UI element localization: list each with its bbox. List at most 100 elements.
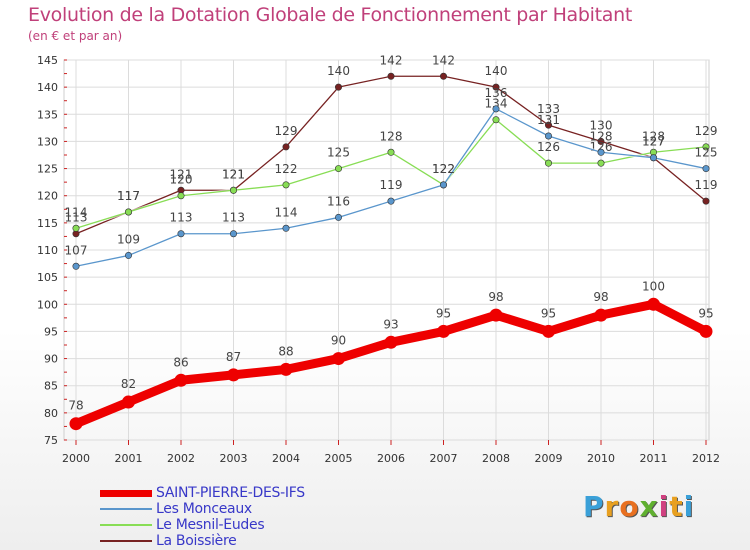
x-tick-label: 2009 [535,452,563,465]
data-point [492,105,500,113]
data-point [334,165,342,173]
y-tick-label: 120 [37,190,58,203]
data-label: 126 [537,140,560,154]
data-point [597,159,605,167]
y-tick-label: 115 [37,217,58,230]
data-point [702,197,710,205]
legend-label: SAINT-PIERRE-DES-IFS [156,485,305,501]
data-label: 125 [695,146,718,160]
data-label: 121 [222,167,245,181]
data-label: 107 [65,243,88,257]
y-tick-label: 105 [37,271,58,284]
legend-swatch [100,508,152,510]
data-label: 78 [68,399,83,413]
data-label: 109 [117,232,140,246]
data-point [597,137,605,145]
chart-legend: SAINT-PIERRE-DES-IFS Les Monceaux Le Mesni… [100,485,330,549]
legend-swatch [100,540,152,542]
x-tick-label: 2007 [430,452,458,465]
data-label: 142 [432,53,455,67]
legend-item: SAINT-PIERRE-DES-IFS [100,485,330,501]
y-tick-label: 85 [44,380,58,393]
x-tick-label: 2008 [482,452,510,465]
data-label: 131 [537,113,560,127]
data-label: 114 [275,205,298,219]
x-tick-label: 2004 [272,452,300,465]
data-point [702,165,710,173]
data-label: 127 [642,135,665,149]
data-label: 86 [173,355,188,369]
data-point [279,362,293,376]
data-point [544,159,552,167]
data-label: 128 [642,129,665,143]
x-tick-label: 2010 [587,452,615,465]
data-label: 88 [278,344,293,358]
data-point [122,395,135,409]
data-label: 117 [117,189,140,203]
data-label: 98 [488,290,503,304]
y-tick-label: 130 [37,135,58,148]
data-point [72,262,80,270]
chart-subtitle: (en € et par an) [28,29,123,43]
data-point [387,197,395,205]
data-point [594,308,608,322]
data-point [387,72,395,80]
data-point [492,116,500,124]
x-tick-label: 2003 [220,452,248,465]
data-label: 125 [327,146,350,160]
data-point [334,83,342,91]
data-label: 95 [698,306,713,320]
data-label: 98 [593,290,608,304]
x-tick-label: 2006 [377,452,405,465]
data-label: 122 [275,162,298,176]
proxiti-logo: Proxiti [583,490,694,523]
data-label: 129 [275,124,298,138]
legend-swatch [100,524,152,526]
data-label: 133 [537,102,560,116]
y-tick-label: 125 [37,163,58,176]
data-label: 130 [590,118,613,132]
data-point [282,224,290,232]
data-point [542,324,555,338]
data-point [177,192,185,200]
data-label: 100 [642,279,665,293]
legend-label: Le Mesnil-Eudes [156,517,265,533]
data-point [437,324,450,338]
data-label: 95 [436,306,451,320]
logo-letter: P [583,490,605,523]
data-point [227,368,240,382]
legend-swatch [100,489,152,497]
legend-item: Le Mesnil-Eudes [100,517,330,533]
data-point [125,251,133,259]
data-label: 122 [432,162,455,176]
logo-letter: o [619,490,640,523]
data-label: 113 [222,211,245,225]
y-tick-label: 90 [44,353,58,366]
data-label: 114 [65,205,88,219]
data-label: 127 [642,135,665,149]
data-label: 93 [383,317,398,331]
data-point [230,186,238,194]
x-tick-label: 2002 [167,452,195,465]
legend-label: Les Monceaux [156,501,252,517]
y-tick-label: 100 [37,298,58,311]
data-point [387,148,395,156]
data-point [597,148,605,156]
data-point [174,373,188,387]
data-point [72,224,80,232]
data-point [125,208,133,216]
legend-item: La Boissière [100,533,330,549]
data-label: 82 [121,377,136,391]
data-label: 119 [695,178,718,192]
logo-letter: i [683,490,695,523]
chart-title: Evolution de la Dotation Globale de Fonc… [28,4,633,26]
data-point [69,417,83,431]
data-point [649,154,657,162]
data-label: 113 [170,211,193,225]
data-label: 140 [485,64,508,78]
data-label: 136 [485,86,508,100]
data-point [492,83,500,91]
data-point [699,324,713,338]
